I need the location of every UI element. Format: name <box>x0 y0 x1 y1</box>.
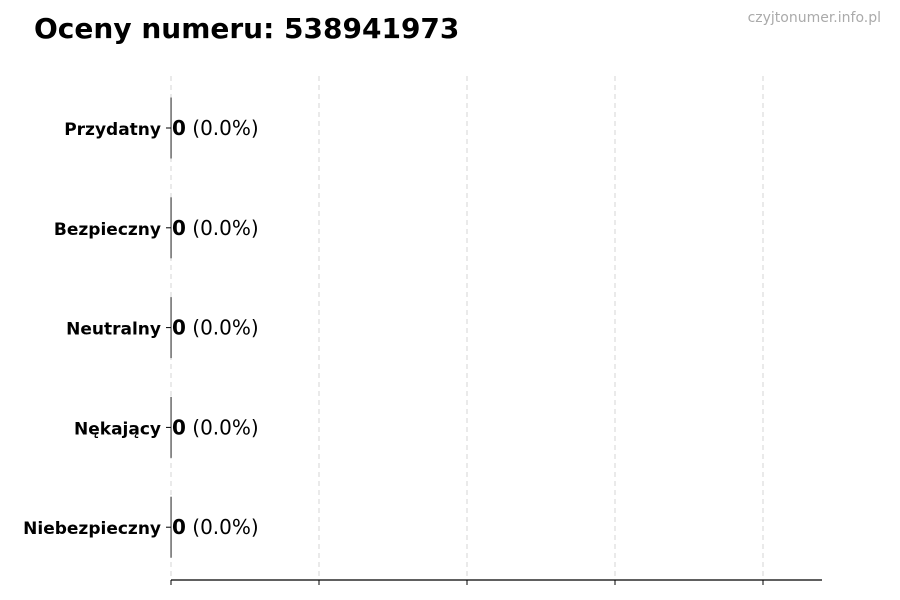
data-label: 0 (0.0%) <box>172 316 259 340</box>
value-percent: (0.0%) <box>186 515 259 539</box>
value-count: 0 <box>172 515 186 539</box>
value-count: 0 <box>172 216 186 240</box>
value-percent: (0.0%) <box>186 415 259 439</box>
chart-title: Oceny numeru: 538941973 <box>34 12 460 45</box>
data-label: 0 (0.0%) <box>172 216 259 240</box>
y-tick-label: Niebezpieczny <box>23 519 161 539</box>
value-percent: (0.0%) <box>186 316 259 340</box>
data-label: 0 (0.0%) <box>172 415 259 439</box>
value-count: 0 <box>172 116 186 140</box>
y-tick-label: Przydatny <box>64 120 161 140</box>
y-tick-label: Nękający <box>74 419 161 439</box>
value-percent: (0.0%) <box>186 216 259 240</box>
data-label: 0 (0.0%) <box>172 515 259 539</box>
value-count: 0 <box>172 415 186 439</box>
value-percent: (0.0%) <box>186 116 259 140</box>
y-tick-label: Neutralny <box>66 320 161 340</box>
value-count: 0 <box>172 316 186 340</box>
y-tick-label: Bezpieczny <box>54 220 161 240</box>
watermark: czyjtonumer.info.pl <box>747 10 881 26</box>
data-label: 0 (0.0%) <box>172 116 259 140</box>
